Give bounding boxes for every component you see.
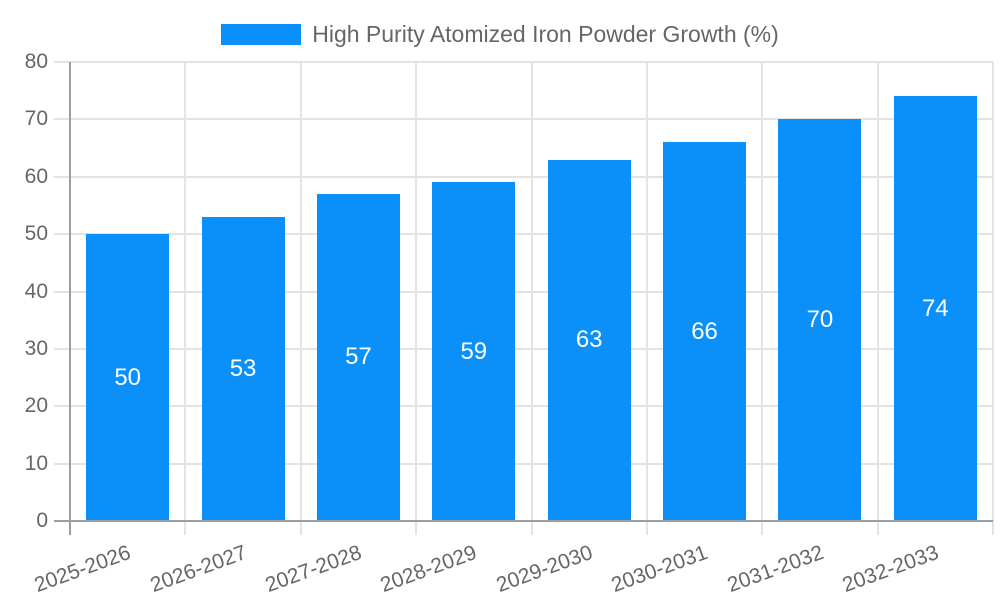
- gridline-horizontal: [54, 175, 993, 178]
- plot-area: 50 53 57 59 63 66 70 74: [54, 61, 994, 535]
- x-tick-label: 2030-2031: [608, 540, 711, 597]
- y-tick-label: 60: [24, 164, 48, 188]
- gridline-horizontal: [54, 462, 993, 465]
- bar[interactable]: [663, 142, 747, 521]
- bar-value-label: 50: [114, 363, 142, 391]
- x-tick-label: 2031-2032: [723, 540, 827, 597]
- y-tick-label: 0: [36, 509, 48, 532]
- legend-label: High Purity Atomized Iron Powder Growth …: [312, 21, 779, 47]
- x-tick-label: 2027-2028: [262, 540, 365, 597]
- y-tick-label: 50: [24, 222, 48, 246]
- bar-value-label: 66: [691, 317, 718, 345]
- gridline-vertical: [761, 62, 764, 535]
- bar-value-label: 63: [575, 326, 603, 354]
- y-tick-label: 40: [24, 279, 48, 303]
- y-axis-line: [69, 62, 71, 535]
- bar[interactable]: [547, 159, 631, 521]
- bar[interactable]: [778, 119, 862, 521]
- bar[interactable]: [86, 234, 170, 521]
- bar-value-label: 57: [345, 343, 372, 371]
- bar-value-label: 70: [806, 306, 834, 334]
- gridline-horizontal: [54, 290, 993, 293]
- x-tick-label: 2029-2030: [493, 540, 596, 597]
- bar-value-label: 74: [921, 294, 949, 322]
- gridline-horizontal: [54, 61, 993, 63]
- x-tick-label: 2032-2033: [839, 540, 942, 597]
- gridline-horizontal: [54, 405, 993, 408]
- y-tick-label: 20: [24, 394, 48, 418]
- bar[interactable]: [893, 96, 977, 521]
- x-tick-label: 2025-2026: [31, 540, 134, 597]
- gridline-vertical: [992, 62, 994, 535]
- y-tick-label: 80: [24, 50, 48, 73]
- gridline-vertical: [184, 62, 187, 535]
- gridline-horizontal: [54, 233, 993, 236]
- gridline-horizontal: [54, 118, 993, 121]
- x-tick-label: 2026-2027: [147, 540, 250, 597]
- gridline-vertical: [876, 62, 879, 535]
- gridline-vertical: [530, 62, 533, 535]
- chart-legend-item[interactable]: High Purity Atomized Iron Powder Growth …: [0, 20, 1000, 48]
- bar[interactable]: [316, 193, 400, 521]
- bar-value-label: 53: [229, 354, 257, 382]
- gridline-vertical: [299, 62, 302, 535]
- legend-swatch-icon: [221, 23, 302, 45]
- bar[interactable]: [432, 182, 516, 521]
- gridline-vertical: [645, 62, 648, 535]
- x-axis-line: [54, 520, 993, 522]
- gridline-horizontal: [54, 347, 993, 350]
- y-tick-label: 70: [24, 107, 48, 131]
- y-tick-label: 30: [24, 336, 48, 360]
- x-tick-label: 2028-2029: [377, 540, 481, 597]
- gridline-vertical: [415, 62, 418, 535]
- bar-value-label: 59: [460, 337, 488, 365]
- bar[interactable]: [201, 216, 285, 521]
- y-tick-label: 10: [24, 451, 48, 475]
